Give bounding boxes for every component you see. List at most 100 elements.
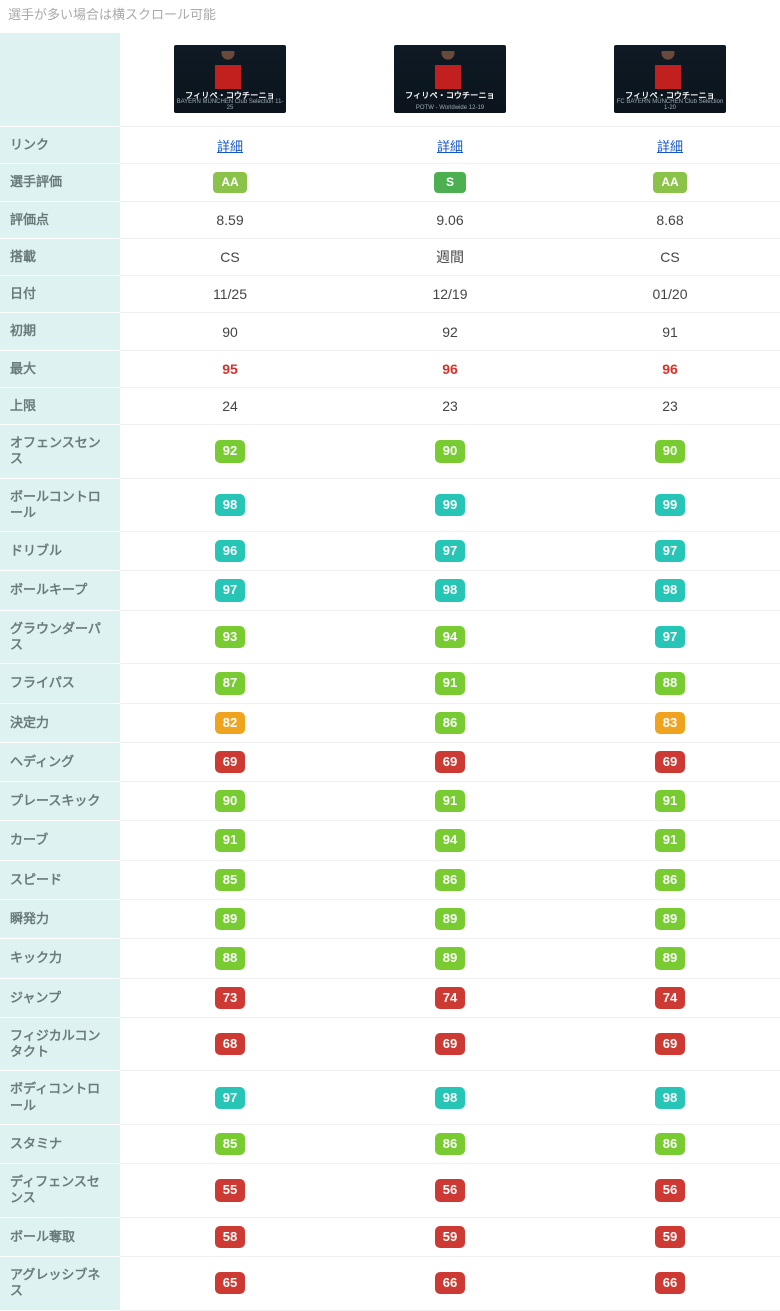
- player-card[interactable]: フィリペ・コウチーニョFC BAYERN MÜNCHEN Club Select…: [614, 45, 726, 113]
- value-cell: 99: [340, 478, 560, 532]
- max-value: 96: [662, 361, 678, 377]
- stat-badge: 97: [655, 626, 685, 648]
- table-row: スピード85 86 86: [0, 860, 780, 899]
- value-cell: 69: [560, 1017, 780, 1071]
- value-cell: 8.59: [120, 201, 340, 238]
- value-cell: 12/19: [340, 276, 560, 313]
- value-cell: 98: [340, 571, 560, 610]
- table-row: フライパス 87 91 88: [0, 664, 780, 703]
- value-cell: 91: [560, 821, 780, 860]
- value-cell: 89: [560, 939, 780, 978]
- stat-badge: 83: [655, 712, 685, 734]
- table-row: 搭載CS週間CS: [0, 238, 780, 275]
- value-cell: 94: [340, 610, 560, 664]
- stat-badge: 69: [655, 1033, 685, 1055]
- value-cell: CS: [560, 238, 780, 275]
- row-label: ディフェンスセンス: [0, 1164, 120, 1218]
- table-row: ジャンプ737474: [0, 978, 780, 1017]
- value-cell: 詳細: [340, 127, 560, 164]
- player-card[interactable]: フィリペ・コウチーニョPOTW - Worldwide 12-19: [394, 45, 506, 113]
- table-row: 瞬発力898989: [0, 900, 780, 939]
- row-label: スピード: [0, 860, 120, 899]
- stat-badge: 89: [655, 947, 685, 969]
- stat-badge: 88: [655, 672, 685, 694]
- value-cell: 74: [560, 978, 780, 1017]
- row-label: ヘディング: [0, 742, 120, 781]
- value-cell: 92: [340, 313, 560, 350]
- value-cell: 詳細: [560, 127, 780, 164]
- rating-badge: AA: [653, 172, 686, 192]
- stat-badge: 88: [215, 947, 245, 969]
- value-cell: 週間: [340, 238, 560, 275]
- stat-badge: 87: [215, 672, 245, 694]
- stat-badge: 91: [655, 829, 685, 851]
- value-cell: 97: [340, 532, 560, 571]
- value-cell: 99: [560, 478, 780, 532]
- value-cell: 69: [560, 742, 780, 781]
- stat-badge: 73: [215, 987, 245, 1009]
- value-cell: 83: [560, 703, 780, 742]
- value-cell: 69: [340, 1017, 560, 1071]
- detail-link[interactable]: 詳細: [437, 139, 463, 154]
- player-card-sub: POTW - Worldwide 12-19: [394, 105, 506, 111]
- row-label: 選手評価: [0, 164, 120, 201]
- value-cell: 96: [560, 350, 780, 387]
- value-cell: 59: [560, 1217, 780, 1256]
- value-cell: 91: [120, 821, 340, 860]
- player-card[interactable]: フィリペ・コウチーニョBAYERN MÜNCHEN Club Selection…: [174, 45, 286, 113]
- value-cell: 98: [340, 1071, 560, 1125]
- value-cell: 97: [120, 1071, 340, 1125]
- row-label: 瞬発力: [0, 900, 120, 939]
- value-cell: 91: [340, 664, 560, 703]
- row-label: 搭載: [0, 238, 120, 275]
- stat-badge: 90: [655, 440, 685, 462]
- value-cell: 86: [560, 1124, 780, 1163]
- value-cell: 8.68: [560, 201, 780, 238]
- value-cell: 97: [120, 571, 340, 610]
- table-row: ボールキープ979898: [0, 571, 780, 610]
- table-row: ボールコントロール989999: [0, 478, 780, 532]
- detail-link[interactable]: 詳細: [217, 139, 243, 154]
- value-cell: 85: [120, 860, 340, 899]
- row-label: ドリブル: [0, 532, 120, 571]
- stat-badge: 86: [435, 712, 465, 734]
- rating-badge: AA: [213, 172, 246, 192]
- value-cell: 86: [560, 860, 780, 899]
- stat-badge: 93: [215, 626, 245, 648]
- row-label: 決定力: [0, 703, 120, 742]
- row-label: キック力: [0, 939, 120, 978]
- value-cell: 9.06: [340, 201, 560, 238]
- detail-link[interactable]: 詳細: [657, 139, 683, 154]
- stat-badge: 97: [215, 579, 245, 601]
- stat-badge: 58: [215, 1226, 245, 1248]
- row-label: プレースキック: [0, 782, 120, 821]
- value-cell: 97: [560, 610, 780, 664]
- header-cell: フィリペ・コウチーニョBAYERN MÜNCHEN Club Selection…: [120, 33, 340, 127]
- stat-badge: 89: [435, 947, 465, 969]
- value-cell: 94: [340, 821, 560, 860]
- header-cell: フィリペ・コウチーニョPOTW - Worldwide 12-19: [340, 33, 560, 127]
- value-cell: 90: [120, 782, 340, 821]
- stat-badge: 89: [655, 908, 685, 930]
- value-cell: 74: [340, 978, 560, 1017]
- value-cell: 88: [560, 664, 780, 703]
- stat-badge: 89: [435, 908, 465, 930]
- row-label: オフェンスセンス: [0, 425, 120, 479]
- row-label: アグレッシブネス: [0, 1257, 120, 1311]
- row-label: ボール奪取: [0, 1217, 120, 1256]
- stat-badge: 86: [435, 1133, 465, 1155]
- value-cell: 98: [560, 571, 780, 610]
- scroll-note: 選手が多い場合は横スクロール可能: [0, 0, 780, 33]
- player-card-sub: BAYERN MÜNCHEN Club Selection 11-25: [174, 99, 286, 111]
- table-row: ボディコントロール979898: [0, 1071, 780, 1125]
- value-cell: 91: [560, 782, 780, 821]
- stat-badge: 86: [435, 869, 465, 891]
- value-cell: 68: [120, 1017, 340, 1071]
- table-row: アグレッシブネス656666: [0, 1257, 780, 1311]
- row-label: フライパス: [0, 664, 120, 703]
- value-cell: 23: [560, 387, 780, 424]
- stat-badge: 82: [215, 712, 245, 734]
- table-row: 日付11/2512/1901/20: [0, 276, 780, 313]
- stat-badge: 65: [215, 1272, 245, 1294]
- value-cell: 01/20: [560, 276, 780, 313]
